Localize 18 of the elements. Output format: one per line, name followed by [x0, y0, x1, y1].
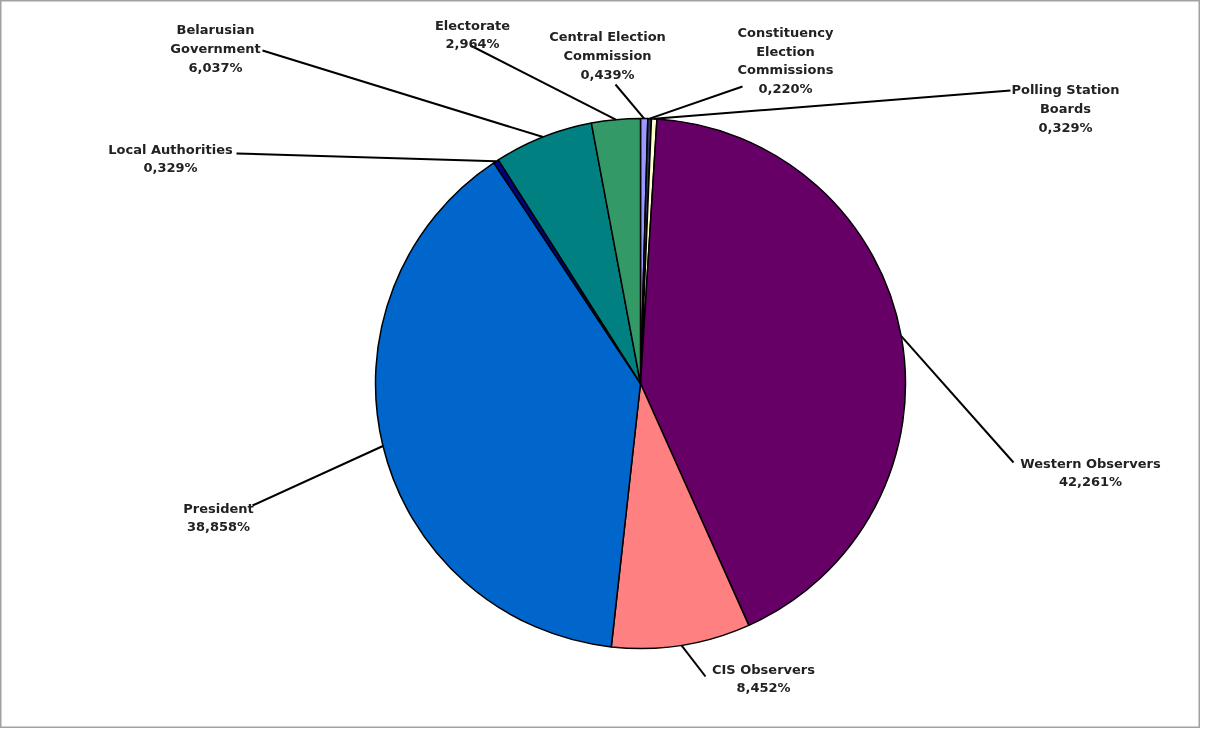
slice-label: Belarusian Government	[170, 22, 261, 56]
slice-label: Local Authorities	[108, 141, 233, 157]
slice-label: Constituency Election Commissions	[737, 24, 834, 78]
slice-label: CIS Observers	[711, 661, 816, 677]
data-label: 6,037%	[188, 59, 243, 75]
slice-label: Electorate	[434, 17, 511, 33]
data-label: 0,220%	[758, 81, 813, 97]
data-label: 38,858%	[186, 519, 251, 535]
slice-label: President	[183, 500, 254, 516]
slice-label: Central Election Commission	[549, 29, 666, 63]
data-label: 0,439%	[580, 66, 635, 82]
slice-label: Western Observers	[1020, 455, 1161, 471]
data-label: 0,329%	[1038, 119, 1093, 135]
slice-label: Polling Station Boards	[1011, 82, 1120, 116]
data-label: 42,261%	[1058, 474, 1123, 490]
data-label: 2,964%	[445, 36, 500, 52]
data-label: 0,329%	[143, 160, 198, 176]
data-label: 8,452%	[736, 680, 791, 696]
